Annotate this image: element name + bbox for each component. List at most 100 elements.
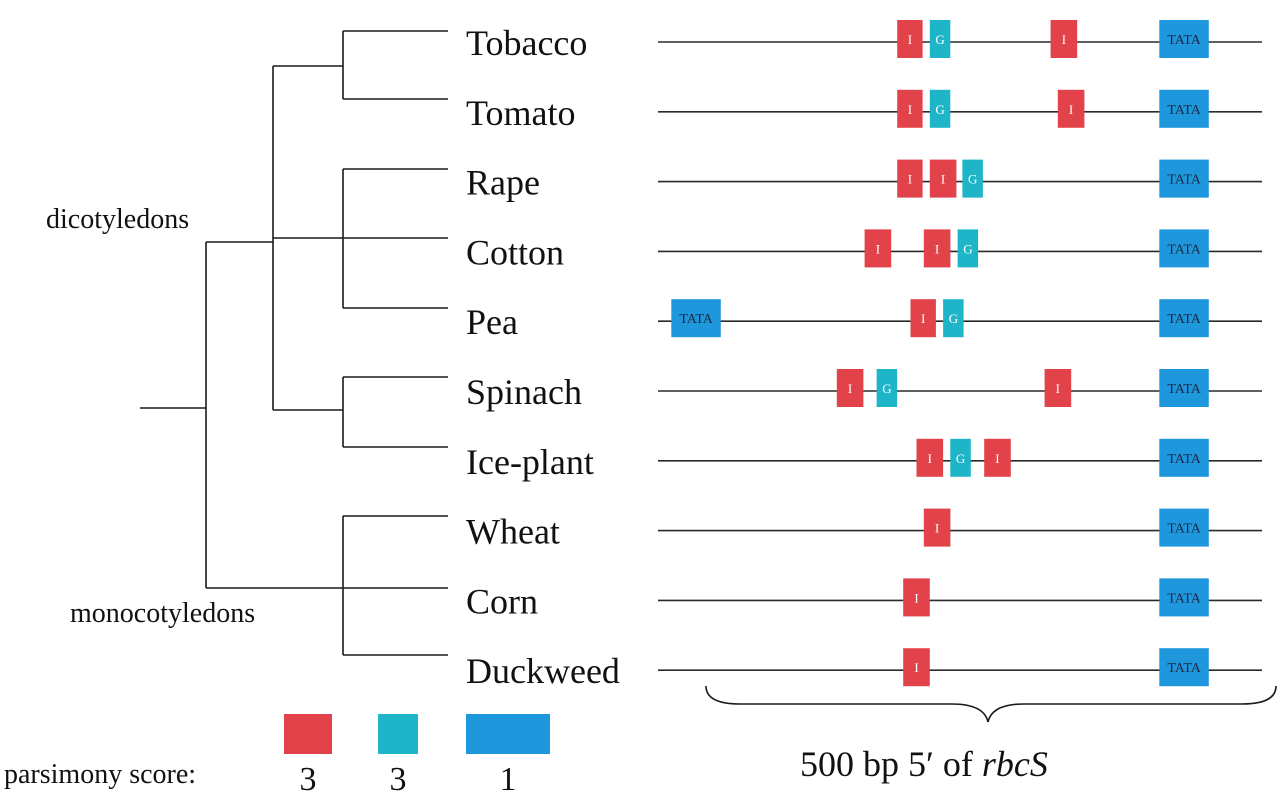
element-box-i-rape [897,159,923,198]
element-box-tata-ice-plant [1159,438,1209,477]
element-label-i-tobacco: I [1062,32,1066,47]
track-tobacco: I G I TATA [658,20,1262,58]
element-label-g-tomato: G [935,102,944,117]
element-label-tata-duckweed: TATA [1167,661,1201,676]
track-wheat: I TATA [658,508,1262,547]
legend: parsimony score: 3 3 1 [4,714,550,798]
element-box-i-spinach [1044,369,1072,407]
track-corn: I TATA [658,578,1262,617]
element-box-i-cotton [864,229,892,268]
element-label-tata-wheat: TATA [1167,522,1201,537]
element-label-g-tobacco: G [935,32,944,47]
element-label-i-ice-plant: I [928,451,932,466]
element-label-tata-ice-plant: TATA [1167,452,1201,467]
element-box-i-duckweed [903,648,930,687]
scale-brace [705,685,1277,723]
legend-score-tata: 1 [500,761,517,798]
element-label-i-cotton: I [876,241,880,256]
element-label-g-spinach: G [882,381,891,396]
element-label-g-ice-plant: G [956,451,965,466]
element-label-i-wheat: I [935,521,939,536]
element-label-i-duckweed: I [914,660,918,675]
element-box-i-corn [903,578,930,617]
scale-prefix: 500 bp 5′ of [800,744,982,784]
legend-score-g: 3 [390,761,407,798]
element-box-g-ice-plant [950,438,971,477]
element-label-g-cotton: G [963,241,972,256]
element-label-tata-rape: TATA [1167,173,1201,188]
element-box-g-tomato [929,89,951,128]
element-box-tata-rape [1159,159,1209,198]
species-label-duckweed: Duckweed [466,651,620,691]
element-label-tata-tomato: TATA [1167,103,1201,118]
element-label-i-tobacco: I [908,32,912,47]
species-label-tomato: Tomato [466,93,575,133]
element-box-tata-cotton [1159,229,1209,268]
element-label-i-cotton: I [935,241,939,256]
element-box-g-spinach [876,369,898,407]
element-label-i-ice-plant: I [995,451,999,466]
legend-swatch-i [284,714,332,754]
scale-gene: rbcS [982,744,1048,784]
element-box-tata-duckweed [1159,648,1209,687]
element-label-i-rape: I [941,172,945,187]
species-label-cotton: Cotton [466,232,564,272]
element-box-i-tomato [897,89,923,128]
track-ice-plant: I G I TATA [658,438,1262,477]
species-label-spinach: Spinach [466,372,582,412]
element-box-i-ice-plant [916,438,944,477]
element-box-tata-spinach [1159,369,1209,407]
phylogenetic-tree: dicotyledons monocotyledons [46,30,448,656]
element-box-tata-wheat [1159,508,1209,547]
element-box-i-pea [910,299,936,338]
element-box-g-rape [962,159,983,198]
element-label-i-tomato: I [908,102,912,117]
dicotyledons-label: dicotyledons [46,204,189,235]
species-labels: Tobacco Tomato Rape Cotton Pea Spinach Ice-pla… [466,23,620,691]
species-label-tobacco: Tobacco [466,23,587,63]
element-box-tata-pea [671,299,721,338]
element-box-g-pea [943,299,964,338]
element-label-tata-pea: TATA [1167,312,1201,327]
track-duckweed: I TATA [658,648,1262,687]
element-label-tata-corn: TATA [1167,591,1201,606]
element-box-i-tomato [1057,89,1085,128]
element-box-tata-pea [1159,299,1209,338]
species-label-corn: Corn [466,581,538,621]
element-box-i-tobacco [897,20,923,58]
element-box-i-wheat [923,508,951,547]
element-box-i-rape [929,159,957,198]
monocotyledons-label: monocotyledons [70,598,255,629]
element-box-i-cotton [923,229,951,268]
element-box-i-tobacco [1050,20,1078,58]
promoter-tracks: I G I TATA I G I TATA I I G TATA I I G TATA TATA I G TATA I G… [658,20,1262,687]
element-label-g-rape: G [968,172,977,187]
element-label-g-pea: G [949,311,958,326]
element-label-i-tomato: I [1069,102,1073,117]
element-box-i-ice-plant [984,438,1011,477]
element-label-tata-tobacco: TATA [1167,33,1201,48]
element-box-tata-corn [1159,578,1209,617]
track-pea: TATA I G TATA [658,299,1262,338]
element-label-tata-spinach: TATA [1167,382,1201,397]
element-box-g-cotton [957,229,979,268]
element-label-i-spinach: I [1056,381,1060,396]
element-label-tata-pea: TATA [679,312,713,327]
element-box-i-spinach [836,369,864,407]
track-spinach: I G I TATA [658,369,1262,407]
species-label-pea: Pea [466,302,518,342]
species-label-ice-plant: Ice-plant [466,442,594,482]
species-label-wheat: Wheat [466,512,560,552]
track-tomato: I G I TATA [658,89,1262,128]
element-box-tata-tobacco [1159,20,1209,58]
legend-swatch-g [378,714,418,754]
element-label-tata-cotton: TATA [1167,242,1201,257]
track-rape: I I G TATA [658,159,1262,198]
scale-label: 500 bp 5′ of rbcS [800,744,1048,784]
element-box-g-tobacco [929,20,951,58]
element-label-i-spinach: I [848,381,852,396]
track-cotton: I I G TATA [658,229,1262,268]
legend-label: parsimony score: [4,759,196,790]
element-label-i-corn: I [914,590,918,605]
